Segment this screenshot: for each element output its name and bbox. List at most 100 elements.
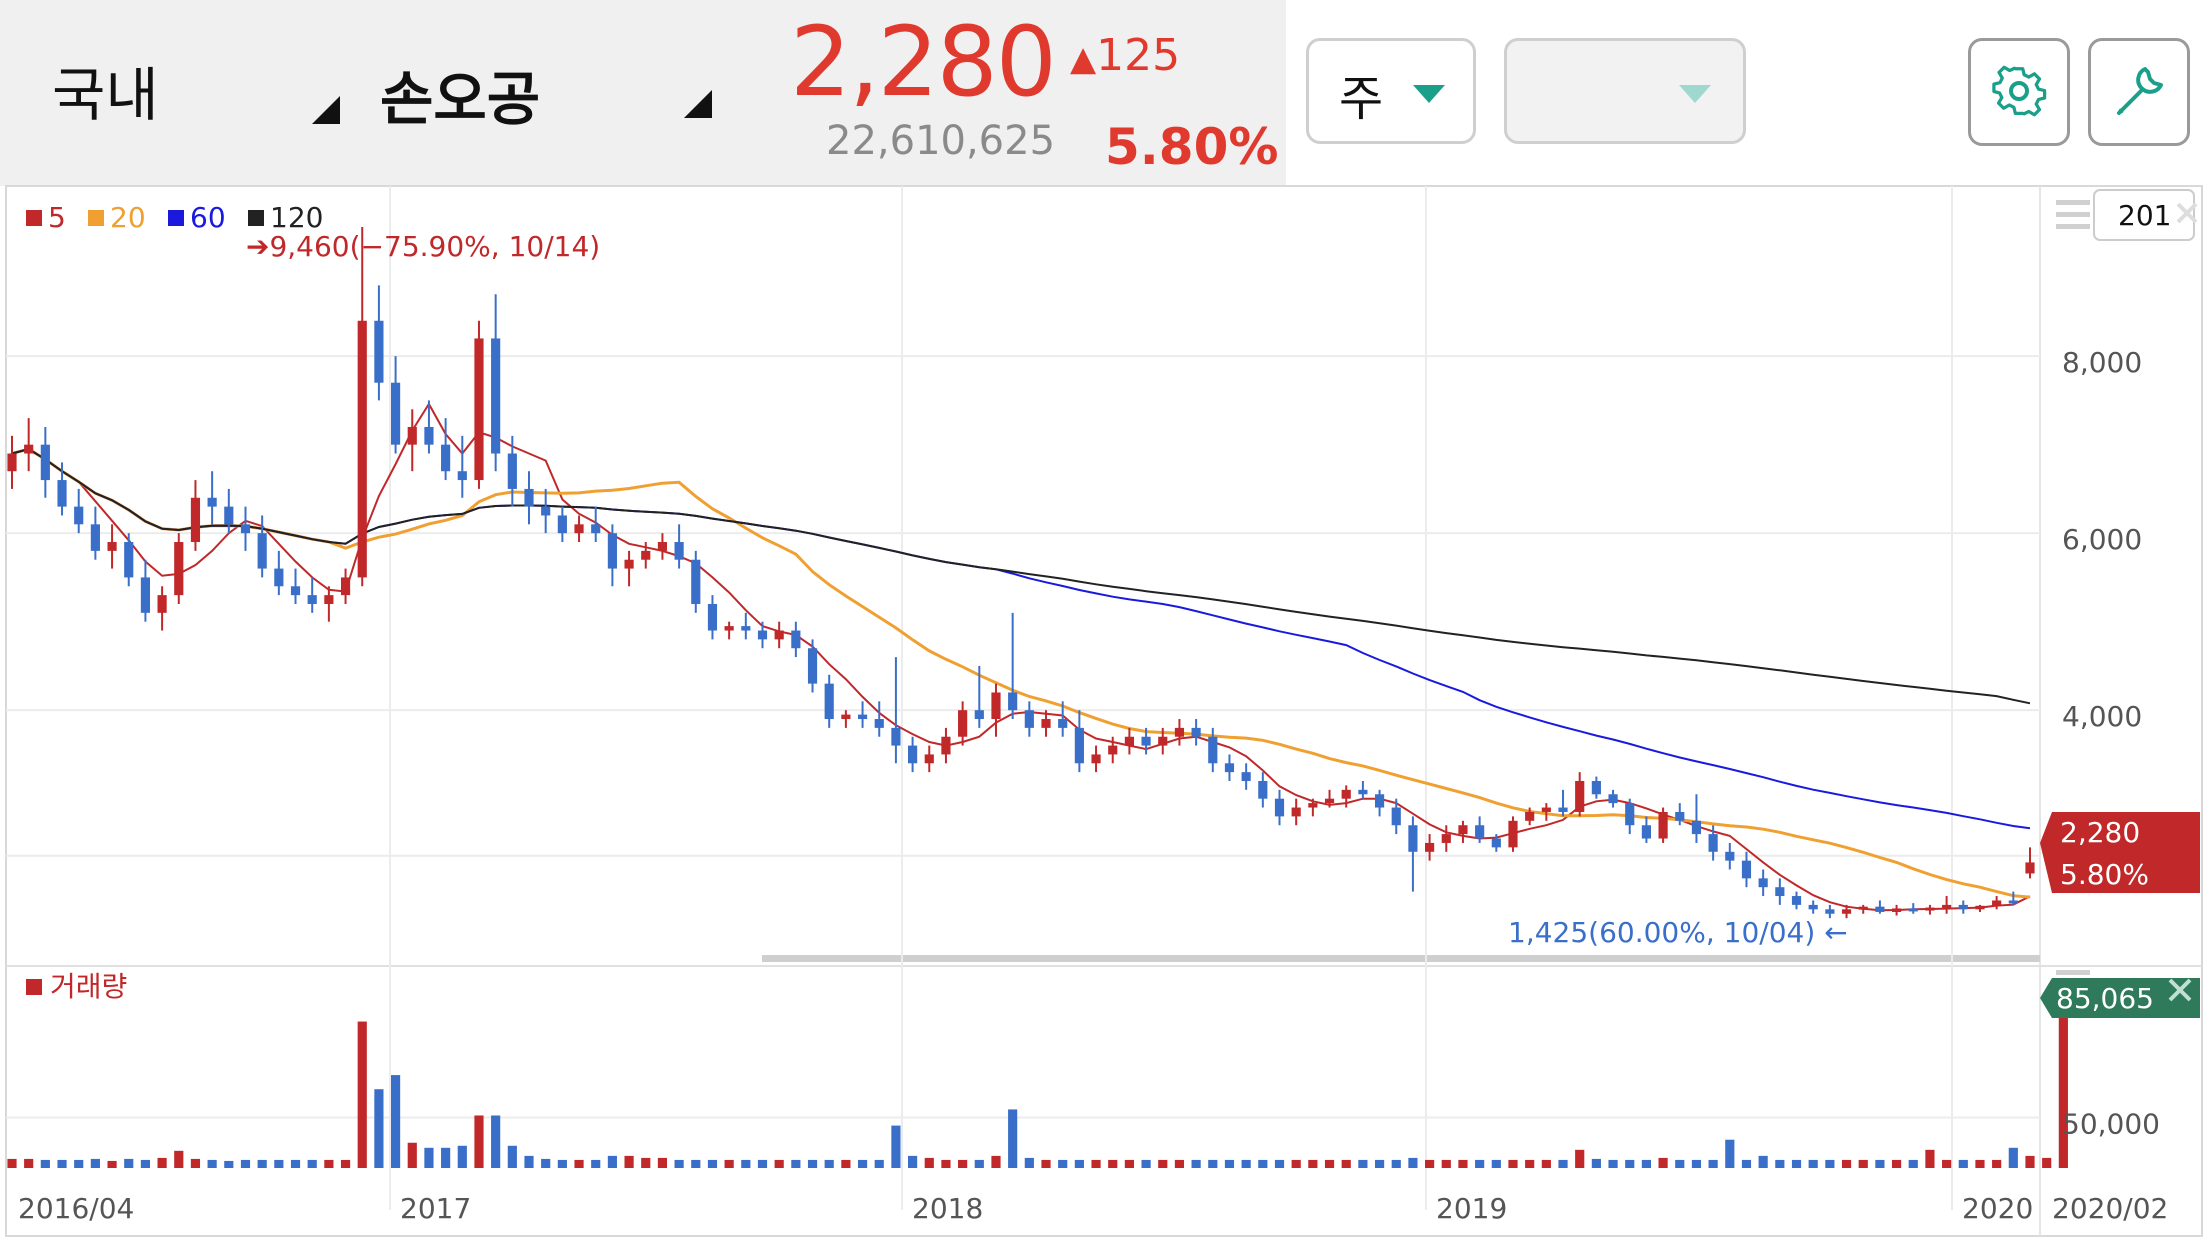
settings-button[interactable]	[1968, 38, 2070, 146]
change-percent: 5.80%	[1105, 118, 1279, 176]
chart-labels: 8,000 6,000 4,000 50,000 2016/04 2017 2018 2019…	[18, 189, 2200, 1225]
candle-body	[1141, 736, 1151, 746]
volume-bar	[474, 1115, 484, 1168]
volume-bar	[57, 1159, 67, 1168]
candle-body	[74, 506, 84, 525]
candle-body	[1191, 727, 1201, 737]
volume-bar	[441, 1147, 451, 1168]
time-tick-label: 2018	[912, 1192, 983, 1225]
legend-label: 120	[270, 201, 323, 234]
candle-body	[424, 426, 434, 445]
volume-bar	[674, 1159, 684, 1168]
candle-body	[1408, 825, 1418, 852]
candle-body	[1058, 719, 1068, 728]
volume-bar	[1041, 1159, 1051, 1168]
candle-body	[1224, 763, 1235, 773]
volume-bar	[1024, 1157, 1034, 1168]
volume-bar	[2025, 1155, 2035, 1168]
time-tick-label: 2017	[400, 1192, 471, 1225]
volume-bar	[1141, 1159, 1151, 1168]
market-dropdown-icon[interactable]	[312, 96, 340, 124]
candle-body	[707, 603, 718, 631]
market-select[interactable]: 국내	[52, 61, 159, 129]
stock-dropdown-icon[interactable]	[684, 90, 712, 118]
volume-bar	[7, 1158, 17, 1168]
candle-body	[1308, 803, 1318, 808]
volume-bar	[1008, 1109, 1018, 1168]
volume-bar	[1942, 1159, 1952, 1168]
candle-body	[1908, 908, 1918, 912]
candle-body	[1608, 794, 1618, 804]
volume-bar	[1441, 1159, 1451, 1168]
volume-bar	[224, 1160, 234, 1168]
volume-bar	[924, 1157, 934, 1168]
volume-bar	[1775, 1159, 1785, 1168]
candle-body	[2025, 862, 2035, 874]
candle-body	[1775, 887, 1785, 897]
period-select[interactable]: 주	[1306, 38, 1476, 144]
volume-bar	[1491, 1159, 1501, 1168]
candle-body	[340, 577, 351, 596]
candle-body	[1024, 710, 1034, 728]
volume-bar	[1858, 1159, 1868, 1168]
candle-body	[841, 714, 851, 720]
volume-bar	[2042, 1157, 2052, 1168]
tools-button[interactable]	[2088, 38, 2190, 146]
volume-bar	[157, 1157, 167, 1168]
candle-body	[57, 480, 67, 507]
up-arrow-icon: ▲	[1070, 39, 1097, 79]
volume-bar	[1058, 1159, 1068, 1168]
candle-body	[140, 577, 151, 613]
volume-bar	[791, 1159, 801, 1168]
candle-body	[524, 488, 534, 507]
volume-bar	[1408, 1157, 1418, 1168]
candle-body	[1508, 820, 1518, 848]
candle-body	[1875, 906, 1885, 912]
candle-body	[1725, 851, 1735, 861]
volume-bar	[1124, 1159, 1134, 1168]
last-volume-label: 85,065	[2056, 982, 2154, 1015]
candle-body	[1541, 807, 1551, 812]
volume-bar	[1891, 1159, 1902, 1168]
volume-bar	[107, 1160, 117, 1168]
candle-body	[691, 559, 701, 604]
volume-bar	[424, 1147, 434, 1168]
candle-body	[1274, 798, 1285, 817]
volume-bar	[1208, 1159, 1218, 1168]
volume-bar	[324, 1159, 334, 1168]
candle-body	[1208, 736, 1218, 764]
candle-body	[1558, 807, 1568, 812]
volume-bar	[1975, 1159, 1985, 1168]
candle-body	[324, 595, 334, 604]
candle-body	[624, 559, 634, 569]
candle-body	[1741, 860, 1752, 879]
candle-body	[391, 382, 401, 445]
volume-bar	[391, 1075, 401, 1168]
candle-body	[557, 515, 567, 534]
candle-body	[224, 506, 234, 525]
indicator-select[interactable]	[1504, 38, 1746, 144]
candle-body	[1591, 780, 1601, 795]
volume-bar	[807, 1159, 818, 1168]
time-tick-label: 2016/04	[18, 1192, 134, 1225]
candle-body	[1958, 904, 1968, 910]
candle-body	[824, 683, 834, 720]
candle-body	[174, 542, 184, 596]
volume-bar	[624, 1155, 634, 1168]
volume-bar	[741, 1159, 751, 1168]
period-select-label: 주	[1339, 71, 1384, 127]
candlesticks	[7, 226, 2035, 919]
stock-name-select[interactable]: 손오공	[380, 65, 541, 133]
volume-bar	[240, 1159, 251, 1168]
candle-body	[857, 714, 868, 720]
price-tick-label: 6,000	[2062, 523, 2142, 556]
volume-bar	[1925, 1149, 1935, 1168]
candle-body	[257, 533, 267, 569]
volume-bar	[357, 1021, 367, 1168]
current-price: 2,280	[790, 6, 1057, 118]
time-tick-label: 2020/02	[2052, 1192, 2168, 1225]
candle-body	[1475, 825, 1485, 839]
chart-grid	[5, 185, 2203, 1237]
candle-body	[274, 568, 284, 587]
